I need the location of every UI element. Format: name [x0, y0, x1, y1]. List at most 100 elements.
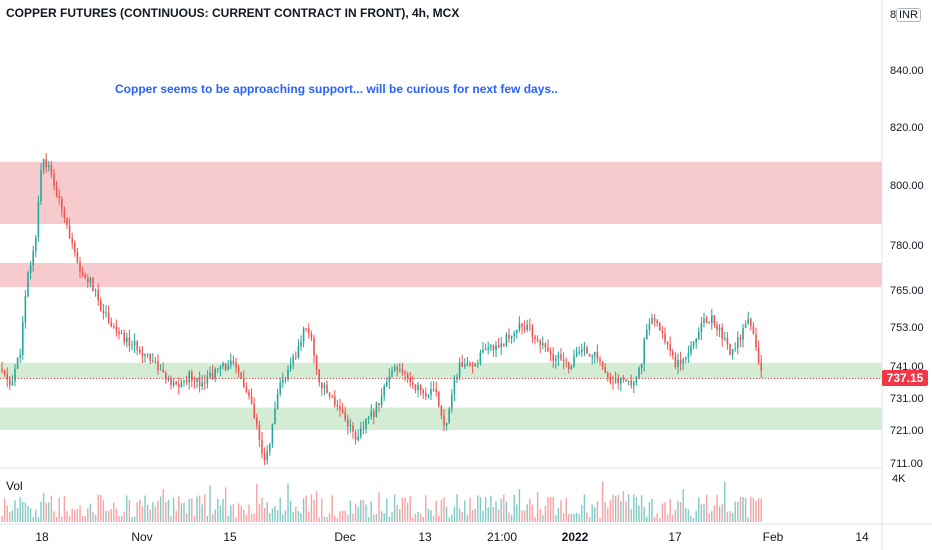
candle-body: [640, 363, 643, 368]
candle-body: [747, 318, 749, 325]
volume-bar: [289, 500, 292, 522]
candle-body: [97, 290, 99, 301]
volume-bar: [214, 509, 216, 522]
volume-bar: [79, 505, 81, 522]
candle-body: [157, 360, 159, 371]
candle-body: [131, 345, 133, 347]
candle-body: [669, 344, 671, 352]
volume-bar: [24, 502, 27, 522]
currency-badge[interactable]: INR: [896, 8, 921, 22]
price-tick-label: 800.00: [890, 180, 924, 192]
candle-body: [66, 218, 68, 226]
time-tick-label: 15: [223, 530, 237, 544]
candle-body: [651, 318, 653, 324]
volume-bar: [607, 507, 609, 522]
candle-body: [89, 278, 92, 283]
candle-body: [310, 333, 313, 338]
candle-body: [149, 353, 151, 362]
volume-bar: [578, 514, 580, 522]
candle-body: [354, 431, 357, 441]
volume-bar: [721, 503, 723, 522]
volume-bar: [518, 489, 521, 522]
volume-bar: [63, 495, 66, 522]
candle-body: [165, 372, 167, 380]
candle-body: [432, 389, 435, 391]
candle-body: [578, 351, 580, 353]
volume-bar: [453, 506, 456, 522]
candle-body: [243, 378, 245, 388]
volume-bar: [497, 509, 500, 522]
volume-bar: [594, 507, 596, 522]
volume-bar: [531, 504, 534, 522]
volume-bar: [409, 495, 411, 522]
candle-body: [380, 396, 383, 406]
candle-body: [604, 367, 606, 373]
volume-bar: [321, 498, 323, 522]
volume-bar: [461, 512, 463, 522]
candle-body: [87, 278, 89, 283]
volume-bar: [175, 510, 177, 522]
candle-body: [253, 404, 255, 418]
volume-bar: [386, 498, 388, 522]
volume-layer: [1, 481, 762, 522]
volume-bar: [305, 495, 307, 522]
candle-body: [256, 417, 258, 425]
volume-bar: [347, 514, 349, 522]
candle-body: [492, 345, 495, 351]
volume-bar: [698, 497, 700, 522]
volume-bar: [76, 508, 79, 522]
candle-body: [396, 367, 398, 371]
volume-bar: [646, 516, 648, 522]
candle-body: [315, 355, 318, 370]
candle-body: [760, 362, 762, 371]
volume-bar: [674, 509, 677, 522]
volume-label: Vol: [6, 479, 23, 493]
candle-body: [401, 369, 404, 373]
volume-bar: [705, 494, 708, 522]
volume-bar: [625, 501, 627, 522]
price-tick-label: 765.00: [890, 285, 924, 297]
volume-bar: [100, 494, 102, 522]
candle-body: [682, 359, 684, 364]
candle-body: [14, 368, 16, 382]
time-tick-label: Dec: [334, 530, 355, 544]
candle-body: [458, 362, 461, 378]
volume-bar: [297, 511, 300, 522]
volume-bar: [703, 503, 705, 522]
candle-body: [287, 368, 289, 380]
candle-body: [365, 418, 367, 429]
volume-bar: [61, 516, 63, 522]
volume-bar: [302, 498, 305, 522]
volume-bar: [58, 497, 60, 522]
candle-body: [555, 358, 557, 361]
volume-bar: [204, 494, 206, 522]
volume-bar: [48, 502, 50, 522]
candle-body: [45, 159, 47, 168]
candle-body: [183, 380, 185, 382]
volume-bar: [617, 494, 619, 522]
volume-bar: [243, 509, 245, 522]
candle-body: [79, 262, 81, 273]
candle-body: [328, 392, 331, 397]
candle-body: [500, 343, 502, 348]
volume-bar: [295, 506, 297, 522]
volume-bar: [258, 503, 261, 522]
candle-body: [677, 359, 679, 367]
candle-body: [453, 379, 456, 395]
volume-bar: [523, 510, 526, 522]
volume-bar: [427, 508, 430, 522]
volume-bar: [206, 515, 209, 522]
candle-body: [245, 387, 248, 392]
volume-bar: [266, 501, 268, 522]
volume-bar: [107, 510, 110, 522]
volume-bar: [742, 497, 744, 522]
volume-bar: [235, 517, 237, 522]
volume-bar: [666, 514, 669, 522]
last-price-badge: 737.15: [882, 370, 928, 386]
candle-body: [219, 366, 222, 369]
volume-bar: [6, 505, 8, 522]
candle-body: [620, 377, 622, 384]
candle-body: [185, 380, 188, 383]
volume-bar: [591, 504, 593, 522]
